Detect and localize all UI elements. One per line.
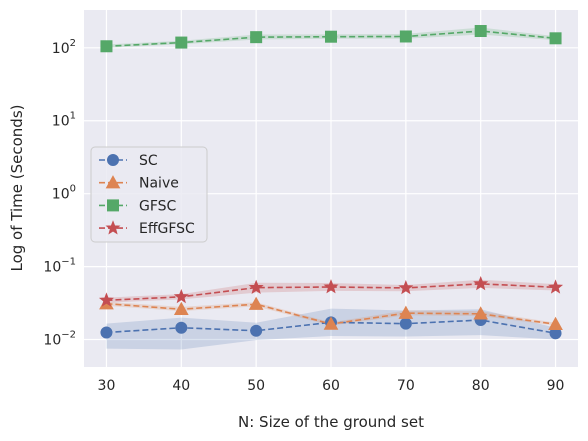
point-naive [548,316,563,330]
point-sc [250,324,263,337]
point-effgfsc [98,292,114,307]
point-naive [473,306,489,320]
point-naive [173,301,189,315]
point-gfsc [175,36,188,49]
point-naive [248,296,264,310]
x-tick-label: 50 [247,378,265,394]
legend-marker-gfsc [107,199,119,212]
y-tick-label: 10−1 [43,257,76,276]
point-effgfsc [548,279,564,294]
point-naive [398,305,414,319]
point-gfsc [100,40,113,53]
point-effgfsc [173,288,189,304]
legend-marker-effgfsc [105,220,121,235]
legend-marker-naive [105,175,121,189]
point-naive [323,316,339,330]
legend-marker-sc [107,154,119,166]
point-gfsc [325,30,337,43]
legend-box [90,146,208,243]
x-tick-label: 40 [172,378,190,394]
point-effgfsc [248,279,264,294]
point-sc [399,317,412,330]
point-gfsc [549,32,562,45]
x-tick-label: 70 [397,378,415,394]
point-sc [100,326,113,339]
y-axis-label: Log of Time (Seconds) [8,105,26,272]
x-axis-label: N: Size of the ground set [238,413,424,431]
point-gfsc [250,31,263,44]
legend-label-gfsc: GFSC [139,198,177,214]
legend-label-naive: Naive [139,176,179,192]
series-markers [98,25,564,340]
y-tick-label: 100 [52,184,76,203]
band-naive [106,301,556,326]
point-gfsc [399,30,412,43]
x-tick-label: 30 [98,378,116,394]
y-tick-label: 10−2 [43,330,76,349]
point-effgfsc [323,279,339,294]
x-tick-label: 60 [322,378,340,394]
point-effgfsc [473,275,489,291]
y-tick-labels: 10−2 10−1 100 101 102 [43,38,76,349]
point-gfsc [474,25,487,38]
legend-label-sc: SC [139,153,158,169]
y-tick-label: 102 [52,38,76,57]
x-tick-labels: 30 40 50 60 70 80 90 [98,378,565,394]
legend: SC Naive GFSC EffGFSC [90,146,208,243]
y-tick-label: 101 [52,111,76,130]
x-tick-label: 90 [547,378,565,394]
point-effgfsc [398,280,414,295]
legend-label-effgfsc: EffGFSC [139,221,195,237]
x-tick-label: 80 [472,378,490,394]
point-sc [175,321,188,334]
